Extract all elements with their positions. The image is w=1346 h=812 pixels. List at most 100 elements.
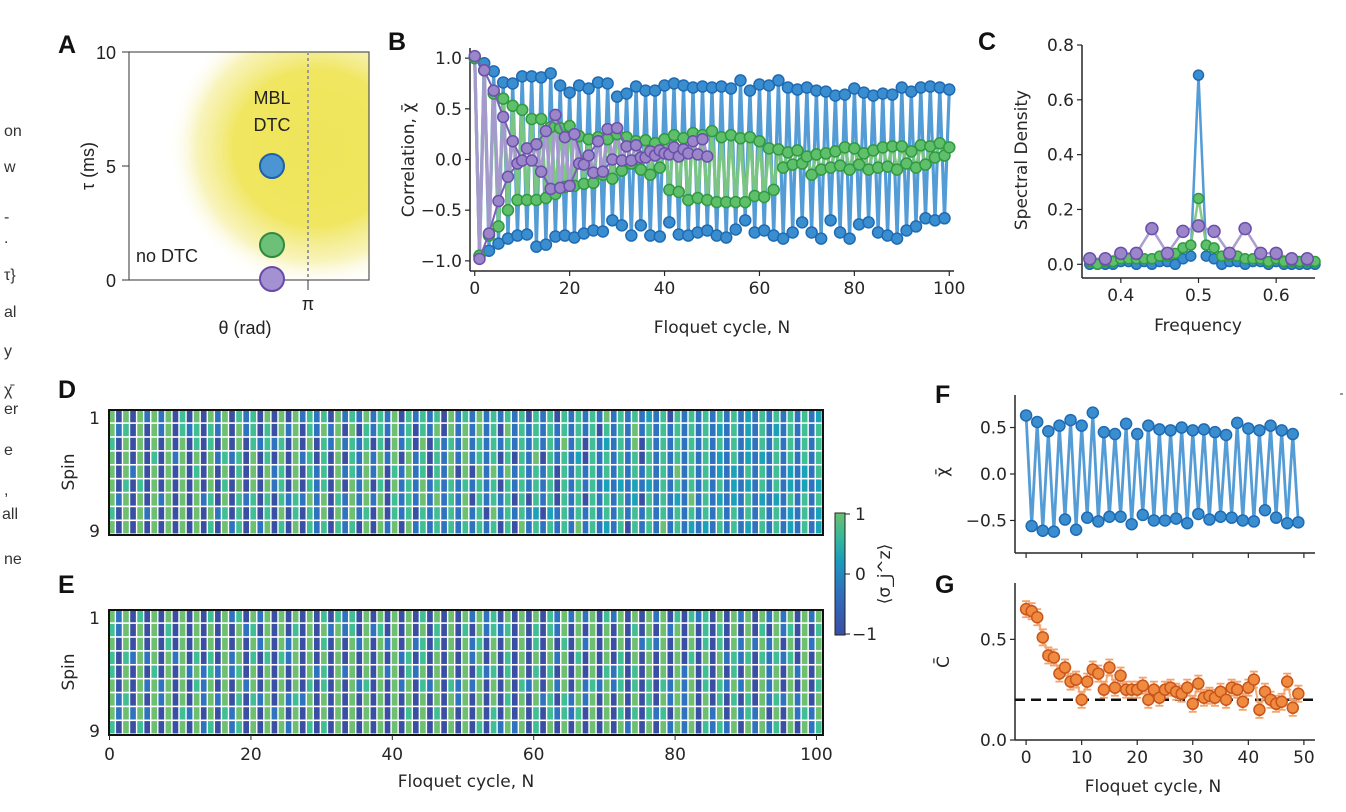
heatmap-cell: [547, 479, 553, 492]
heatmap-cell: [660, 451, 667, 464]
heatmap-cell: [321, 410, 327, 423]
heatmap-cell: [398, 679, 405, 692]
heatmap-cell: [738, 451, 744, 464]
heatmap-cell: [731, 623, 737, 637]
heatmap-cell: [625, 479, 631, 492]
heatmap-cell: [165, 451, 172, 464]
heatmap-cell: [207, 610, 214, 623]
heatmap-cell: [653, 651, 660, 664]
panel-b-blue-point: [743, 84, 757, 97]
heatmap-cell: [511, 507, 518, 520]
heatmap-cell: [144, 479, 151, 492]
heatmap-cell: [497, 451, 504, 464]
heatmap-cell: [780, 679, 787, 692]
heatmap-cell: [109, 623, 115, 637]
heatmap-cell: [130, 665, 136, 678]
heatmap-cell: [561, 493, 568, 506]
heatmap-cell: [448, 665, 454, 678]
heatmap-cell: [716, 707, 723, 720]
heatmap-cell: [759, 651, 766, 664]
heatmap-cell: [801, 410, 808, 423]
heatmap-cell: [335, 623, 341, 637]
heatmap-cell: [709, 423, 716, 437]
heatmap-cell: [724, 637, 730, 651]
heatmap-cell: [398, 651, 405, 664]
heatmap-cell: [752, 707, 758, 720]
heatmap-cell: [610, 623, 617, 637]
heatmap-cell: [731, 665, 737, 678]
heatmap-cell: [511, 521, 518, 534]
heatmap-cell: [144, 410, 151, 423]
heatmap-cell: [745, 451, 751, 464]
heatmap-cell: [526, 693, 532, 706]
heatmap-cell: [257, 521, 264, 534]
panel-b-blue-point: [795, 216, 809, 229]
heatmap-cell: [370, 623, 377, 637]
heatmap-cell: [165, 410, 172, 423]
heatmap-cell: [511, 465, 518, 478]
heatmap-cell: [229, 423, 235, 437]
heatmap-cell: [681, 465, 688, 478]
panel-f-blue-point: [1175, 421, 1188, 434]
heatmap-cell: [123, 507, 129, 520]
heatmap-cell: [533, 637, 539, 651]
heatmap-cell: [200, 521, 207, 534]
heatmap-cell: [575, 465, 582, 478]
heatmap-cell: [328, 493, 334, 506]
heatmap-cell: [109, 479, 115, 492]
heatmap-cell: [547, 451, 553, 464]
panel-f-ylabel: χ̄: [933, 467, 953, 477]
heatmap-cell: [448, 465, 454, 478]
heatmap-cell: [773, 721, 780, 734]
heatmap-cell: [441, 693, 447, 706]
heatmap-cell: [469, 623, 476, 637]
heatmap-cell: [179, 479, 186, 492]
panel-b-blue-point: [805, 226, 818, 239]
heatmap-cell: [455, 410, 462, 423]
heatmap-cell: [519, 437, 525, 451]
heatmap-cell: [420, 707, 426, 720]
heatmap-cell: [172, 410, 179, 423]
heatmap-cell: [766, 651, 773, 664]
heatmap-cell: [483, 679, 490, 692]
heatmap-cell: [229, 651, 235, 664]
heatmap-cell: [526, 465, 532, 478]
heatmap-cell: [476, 521, 483, 534]
heatmap-cell: [815, 665, 822, 678]
heatmap-cell: [123, 693, 129, 706]
heatmap-cell: [384, 437, 391, 451]
heatmap-cell: [306, 451, 313, 464]
heatmap-cell: [660, 507, 667, 520]
heatmap-cell: [766, 451, 773, 464]
heatmap-cell: [363, 679, 370, 692]
heatmap-cell: [794, 610, 801, 623]
heatmap-cell: [377, 679, 384, 692]
heatmap-cell: [179, 637, 186, 651]
heatmap-cell: [731, 451, 737, 464]
heatmap-cell: [483, 610, 490, 623]
heatmap-cell: [250, 707, 257, 720]
heatmap-cell: [603, 479, 610, 492]
heatmap-cell: [695, 465, 702, 478]
panel-g-orange-point: [1075, 693, 1088, 706]
heatmap-cell: [285, 679, 292, 692]
panel-b-blue-point: [601, 77, 614, 90]
heatmap-cell: [427, 521, 433, 534]
heatmap-cell: [285, 610, 292, 623]
heatmap-cell: [617, 610, 624, 623]
heatmap-cell: [469, 493, 476, 506]
heatmap-cell: [808, 693, 815, 706]
heatmap-cell: [109, 465, 115, 478]
heatmap-cell: [526, 610, 532, 623]
heatmap-cell: [780, 693, 787, 706]
heatmap-cell: [731, 693, 737, 706]
heatmap-cell: [264, 423, 271, 437]
heatmap-cell: [582, 410, 589, 423]
no-dtc-label: no DTC: [136, 246, 198, 266]
heatmap-cell: [801, 721, 808, 734]
heatmap-cell: [455, 693, 462, 706]
heatmap-cell: [603, 507, 610, 520]
heatmap-cell: [116, 451, 122, 464]
heatmap-cell: [724, 623, 730, 637]
heatmap-cell: [314, 637, 320, 651]
